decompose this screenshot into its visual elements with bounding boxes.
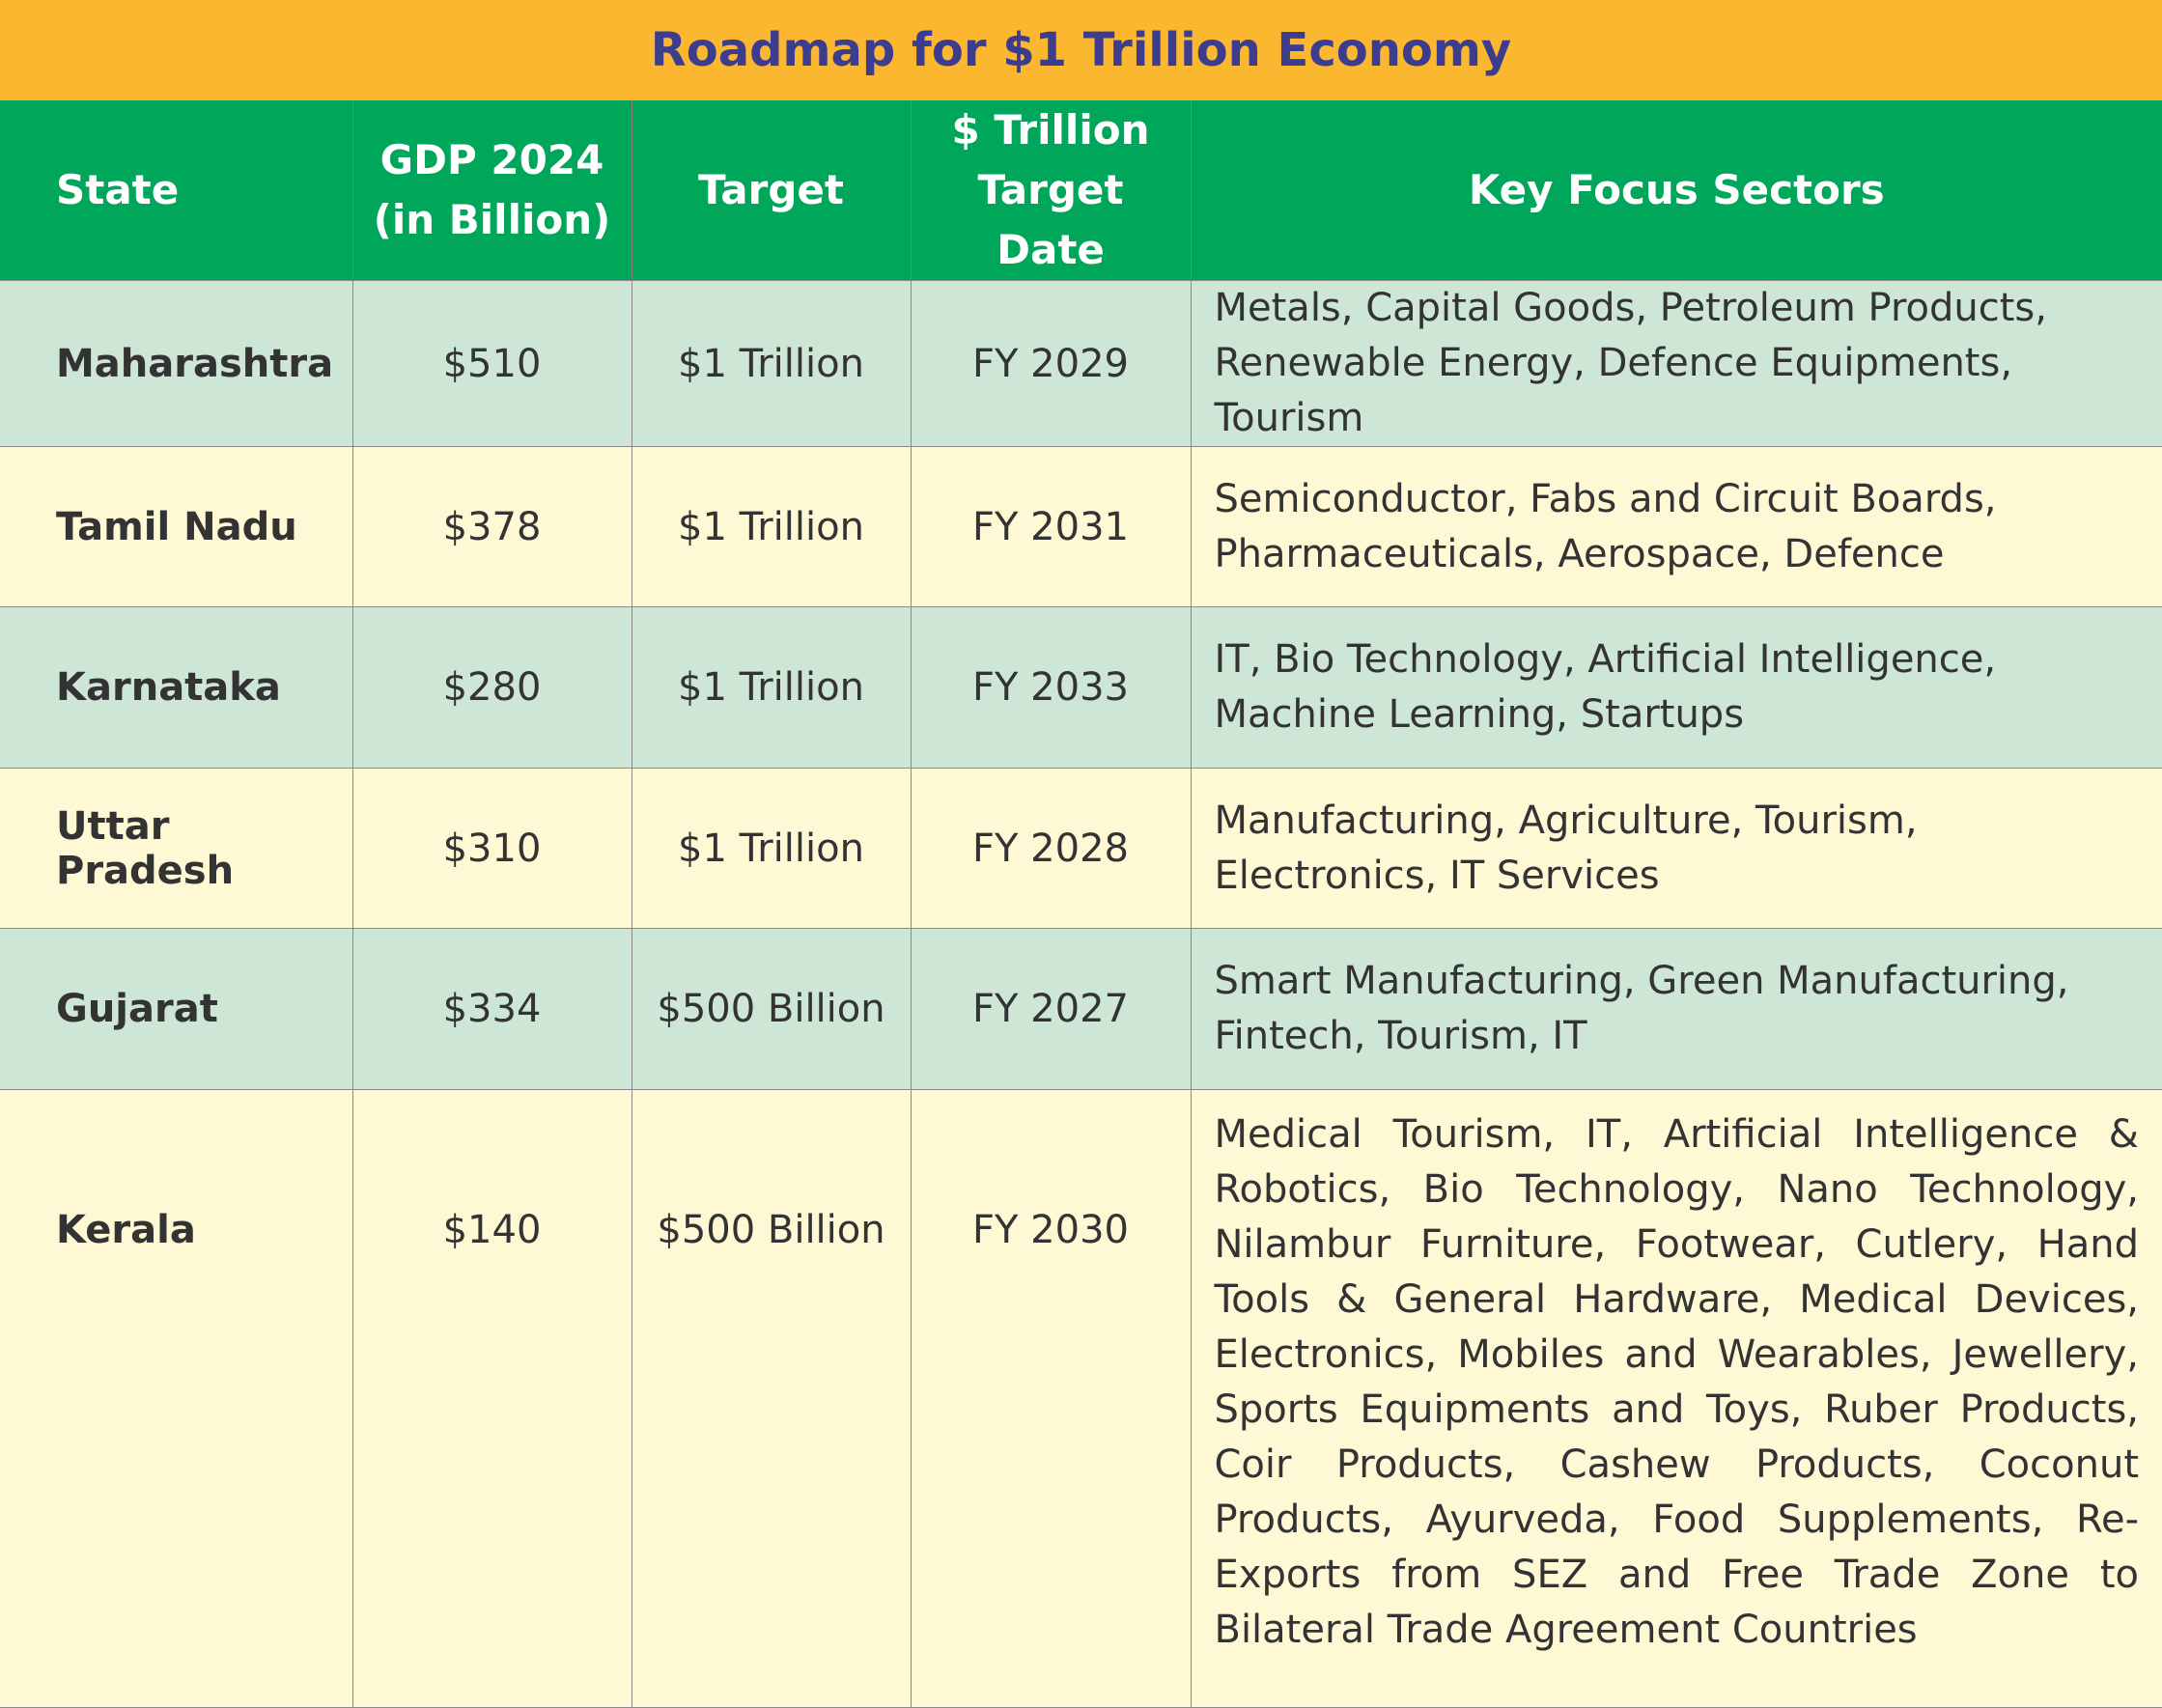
date-cell: FY 2027 [910, 928, 1192, 1090]
title-bar: Roadmap for $1 Trillion Economy [0, 0, 2162, 100]
gdp-cell: $140 [351, 1089, 632, 1708]
header-gdp-line2: (in Billion) [373, 196, 611, 243]
gdp-cell: $510 [351, 280, 632, 447]
table-row: Tamil Nadu $378 $1 Trillion FY 2031 Semi… [0, 446, 2162, 607]
date-cell: FY 2029 [910, 280, 1192, 447]
sectors-cell: Medical Tourism, IT, Artificial Intellig… [1190, 1089, 2162, 1708]
state-cell: Uttar Pradesh [0, 768, 353, 929]
state-cell: Maharashtra [0, 280, 353, 447]
state-cell: Gujarat [0, 928, 353, 1090]
date-cell: FY 2030 [910, 1089, 1192, 1708]
table-row: Gujarat $334 $500 Billion FY 2027 Smart … [0, 928, 2162, 1090]
table-row: Maharashtra $510 $1 Trillion FY 2029 Met… [0, 280, 2162, 447]
gdp-cell: $378 [351, 446, 632, 607]
header-gdp: GDP 2024 (in Billion) [351, 100, 632, 281]
roadmap-table: State GDP 2024 (in Billion) Target $ Tri… [0, 100, 2162, 1708]
gdp-cell: $334 [351, 928, 632, 1090]
sectors-cell: Metals, Capital Goods, Petroleum Product… [1190, 280, 2162, 447]
date-cell: FY 2033 [910, 606, 1192, 769]
page-title: Roadmap for $1 Trillion Economy [650, 23, 1512, 77]
sectors-cell: IT, Bio Technology, Artificial Intellige… [1190, 606, 2162, 769]
header-gdp-line1: GDP 2024 [379, 136, 604, 183]
state-cell: Tamil Nadu [0, 446, 353, 607]
header-sectors-label: Key Focus Sectors [1468, 166, 1885, 213]
target-cell: $500 Billion [631, 928, 912, 1090]
header-state: State [0, 100, 352, 281]
date-cell: FY 2028 [910, 768, 1192, 929]
target-cell: $1 Trillion [631, 606, 912, 769]
header-state-label: State [56, 166, 180, 213]
target-cell: $1 Trillion [631, 768, 912, 929]
header-date-line2: Target Date [977, 166, 1124, 273]
header-target-label: Target [698, 166, 844, 213]
state-cell: Kerala [0, 1089, 353, 1708]
target-cell: $1 Trillion [631, 280, 912, 447]
gdp-cell: $310 [351, 768, 632, 929]
date-cell: FY 2031 [910, 446, 1192, 607]
table-row: Karnataka $280 $1 Trillion FY 2033 IT, B… [0, 606, 2162, 769]
target-cell: $1 Trillion [631, 446, 912, 607]
sectors-cell: Manufacturing, Agriculture, Tourism, Ele… [1190, 768, 2162, 929]
table-row: Uttar Pradesh $310 $1 Trillion FY 2028 M… [0, 768, 2162, 929]
gdp-cell: $280 [351, 606, 632, 769]
header-date-line1: $ Trillion [951, 106, 1150, 154]
state-cell: Karnataka [0, 606, 353, 769]
sectors-cell: Semiconductor, Fabs and Circuit Boards, … [1190, 446, 2162, 607]
header-date: $ Trillion Target Date [910, 100, 1191, 281]
sectors-cell: Smart Manufacturing, Green Manufacturing… [1190, 928, 2162, 1090]
target-cell: $500 Billion [631, 1089, 912, 1708]
header-row: State GDP 2024 (in Billion) Target $ Tri… [0, 100, 2162, 281]
table-row: Kerala $140 $500 Billion FY 2030 Medical… [0, 1089, 2162, 1708]
header-sectors: Key Focus Sectors [1190, 100, 2162, 281]
header-target: Target [631, 100, 911, 281]
